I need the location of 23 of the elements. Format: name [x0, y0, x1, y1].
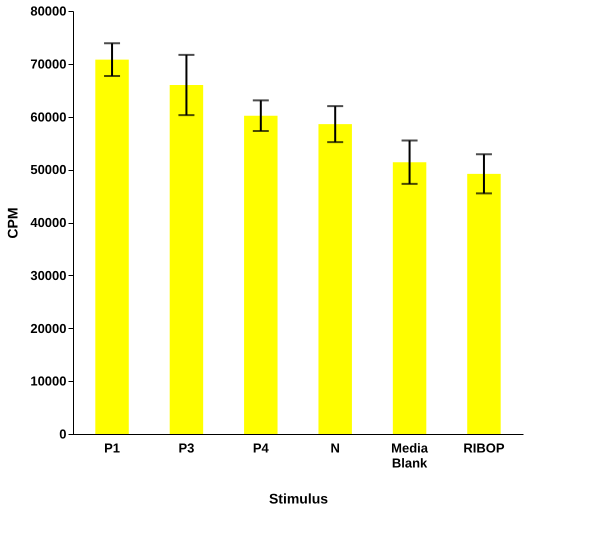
bar: [170, 85, 204, 434]
bar: [392, 162, 426, 434]
x-tick-label: P4: [252, 440, 270, 456]
bar: [244, 116, 278, 434]
y-axis-title: CPM: [4, 207, 20, 239]
x-axis-title: Stimulus: [268, 490, 328, 506]
y-tick-label: 20000: [30, 320, 66, 336]
bar: [318, 124, 352, 434]
x-tick-label: P1: [104, 440, 120, 456]
x-tick-label: N: [330, 440, 340, 456]
x-tick-label: RIBOP: [463, 440, 505, 456]
x-tick-label: P3: [178, 440, 194, 456]
y-tick-label: 50000: [30, 162, 66, 178]
bar: [467, 174, 501, 434]
y-tick-label: 0: [59, 426, 66, 442]
y-tick-label: 60000: [30, 109, 66, 124]
y-tick-label: 70000: [30, 56, 66, 72]
x-tick-label: Media Blank: [391, 440, 429, 470]
bar: [95, 60, 129, 434]
y-tick-label: 10000: [30, 374, 66, 389]
y-tick-label: 40000: [30, 215, 66, 230]
y-tick-label: 80000: [30, 4, 66, 18]
y-tick-label: 30000: [30, 268, 66, 283]
